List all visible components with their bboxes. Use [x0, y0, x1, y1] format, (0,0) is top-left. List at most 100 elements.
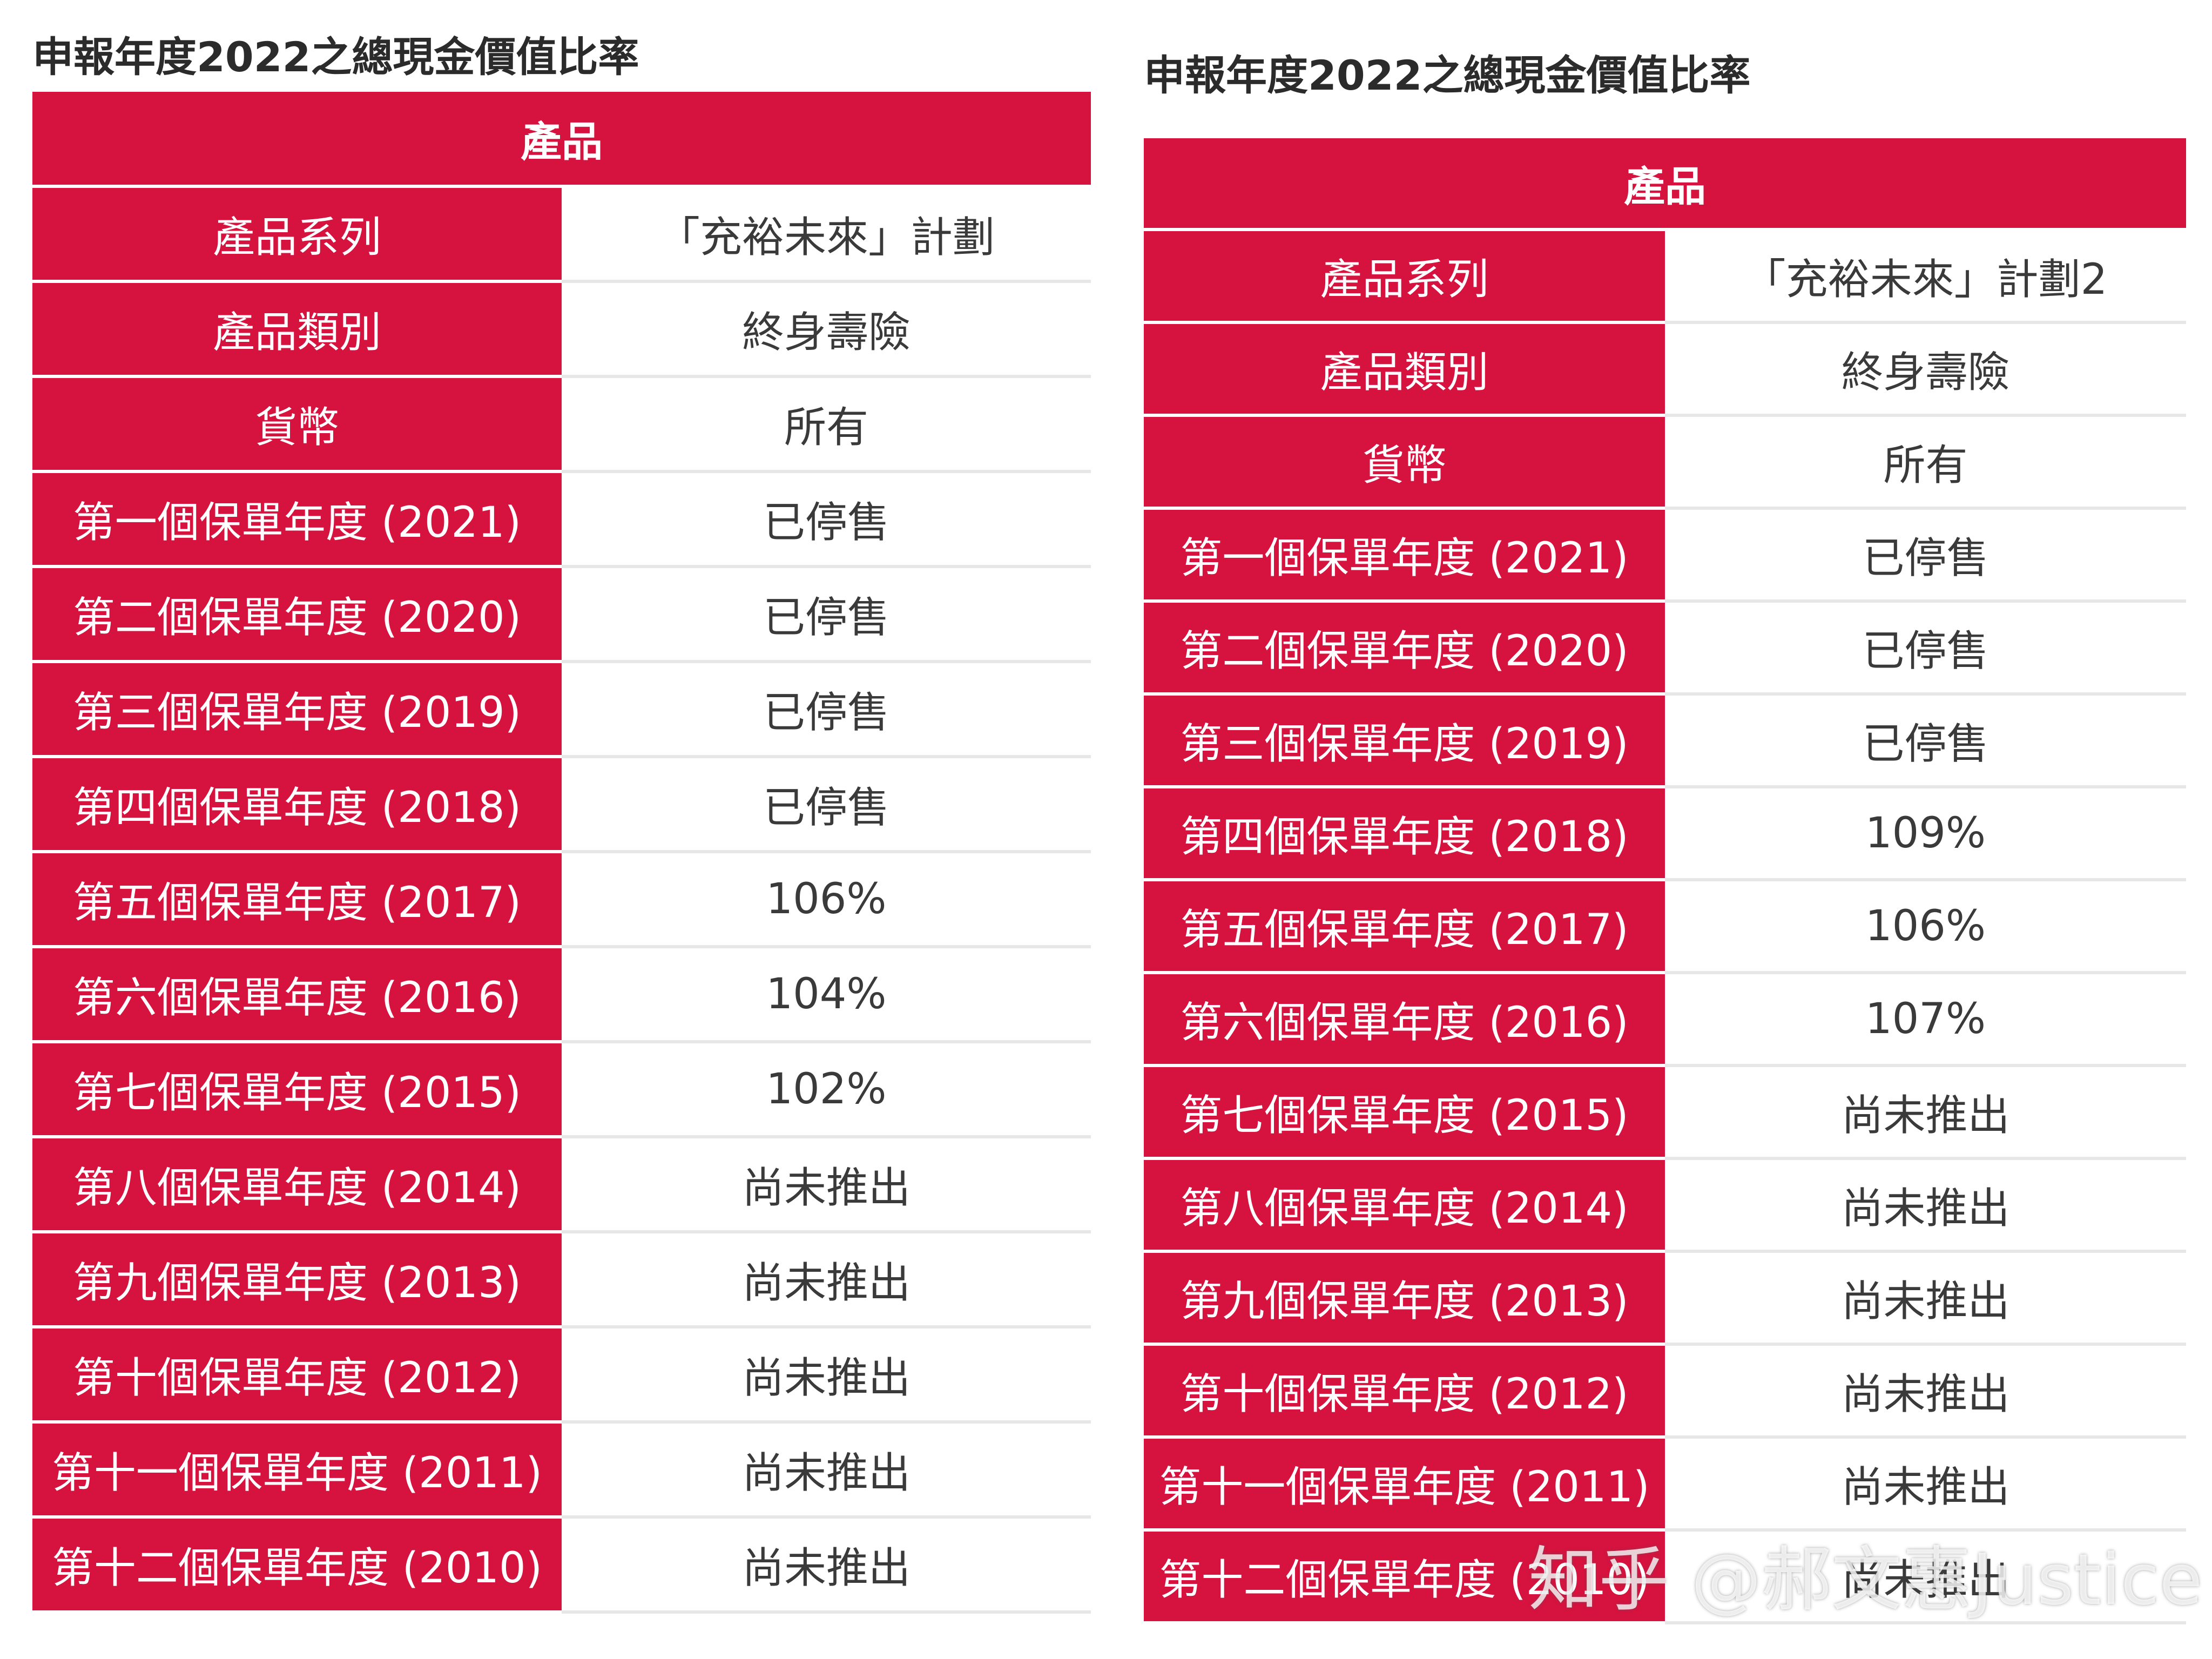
row-label: 第九個保單年度 (2013): [1144, 1251, 1665, 1346]
row-value: 尚未推出: [1665, 1158, 2186, 1253]
table-row: 貨幣 所有: [32, 376, 1091, 473]
row-label: 產品類別: [32, 281, 562, 378]
row-label: 第九個保單年度 (2013): [32, 1232, 562, 1328]
cash-value-ratio-table: 產品 產品系列 「充裕未來」計劃2 產品類別 終身壽險 貨幣 所有 第一個保單年度 (…: [1144, 138, 2186, 1624]
row-label: 第一個保單年度 (2021): [32, 471, 562, 568]
row-label: 第七個保單年度 (2015): [32, 1042, 562, 1138]
row-label: 貨幣: [1144, 415, 1665, 510]
table-row: 第二個保單年度 (2020) 已停售: [32, 567, 1091, 663]
row-label: 第一個保單年度 (2021): [1144, 508, 1665, 603]
table-row: 第九個保單年度 (2013) 尚未推出: [32, 1232, 1091, 1328]
row-value: 尚未推出: [1665, 1437, 2186, 1532]
row-value: 尚未推出: [1665, 1251, 2186, 1346]
row-label: 第三個保單年度 (2019): [1144, 694, 1665, 788]
table-row: 第一個保單年度 (2021) 已停售: [32, 471, 1091, 568]
table-row: 第八個保單年度 (2014) 尚未推出: [1144, 1158, 2186, 1253]
row-value: 已停售: [1665, 694, 2186, 788]
row-value: 107%: [1665, 973, 2186, 1067]
row-label: 第十一個保單年度 (2011): [1144, 1437, 1665, 1532]
table-row: 第一個保單年度 (2021) 已停售: [1144, 508, 2186, 603]
row-label: 第十個保單年度 (2012): [1144, 1344, 1665, 1439]
row-label: 第七個保單年度 (2015): [1144, 1065, 1665, 1160]
row-value: 終身壽險: [1665, 322, 2186, 417]
table-row: 第七個保單年度 (2015) 102%: [32, 1042, 1091, 1138]
row-value: 尚未推出: [562, 1232, 1091, 1328]
row-value: 已停售: [1665, 601, 2186, 696]
row-value: 102%: [562, 1042, 1091, 1138]
row-value: 106%: [1665, 880, 2186, 974]
table-row: 產品系列 「充裕未來」計劃: [32, 186, 1091, 283]
row-label: 第六個保單年度 (2016): [32, 947, 562, 1043]
row-value: 尚未推出: [1665, 1344, 2186, 1439]
ratio-panel-right: 申報年度2022之總現金價值比率 產品 產品系列 「充裕未來」計劃2 產品類別 終身…: [1144, 50, 2186, 1624]
panel-title: 申報年度2022之總現金價值比率: [1144, 51, 1751, 99]
row-value: 所有: [1665, 415, 2186, 510]
row-value: 尚未推出: [562, 1137, 1091, 1233]
ratio-panel-left: 申報年度2022之總現金價值比率 產品 產品系列 「充裕未來」計劃 產品類別 終身壽…: [32, 32, 1091, 1614]
table-row: 第十一個保單年度 (2011) 尚未推出: [32, 1422, 1091, 1519]
table-row: 第七個保單年度 (2015) 尚未推出: [1144, 1065, 2186, 1160]
product-header: 產品: [1144, 138, 2186, 231]
row-label: 第五個保單年度 (2017): [1144, 880, 1665, 974]
table-header-row: 產品: [1144, 138, 2186, 231]
table-row: 第九個保單年度 (2013) 尚未推出: [1144, 1251, 2186, 1346]
row-value: 已停售: [562, 662, 1091, 758]
row-value: 終身壽險: [562, 281, 1091, 378]
row-label: 貨幣: [32, 376, 562, 473]
row-value: 所有: [562, 376, 1091, 473]
row-label: 第五個保單年度 (2017): [32, 852, 562, 948]
row-value: 104%: [562, 947, 1091, 1043]
table-row: 第三個保單年度 (2019) 已停售: [1144, 694, 2186, 788]
row-value: 已停售: [562, 757, 1091, 853]
row-label: 產品系列: [32, 186, 562, 283]
row-label: 第八個保單年度 (2014): [1144, 1158, 1665, 1253]
row-value: 已停售: [562, 567, 1091, 663]
table-row: 第十二個保單年度 (2010) 尚未推出: [32, 1517, 1091, 1614]
row-label: 第四個保單年度 (2018): [1144, 787, 1665, 881]
row-value: 尚未推出: [562, 1517, 1091, 1614]
row-label: 第六個保單年度 (2016): [1144, 973, 1665, 1067]
row-value: 尚未推出: [562, 1327, 1091, 1424]
table-row: 第五個保單年度 (2017) 106%: [32, 852, 1091, 948]
table-row: 第四個保單年度 (2018) 109%: [1144, 787, 2186, 881]
table-row: 第十二個保單年度 (2010) 尚未推出: [1144, 1530, 2186, 1624]
row-value: 106%: [562, 852, 1091, 948]
table-row: 貨幣 所有: [1144, 415, 2186, 510]
row-value: 尚未推出: [562, 1422, 1091, 1519]
row-label: 第三個保單年度 (2019): [32, 662, 562, 758]
table-row: 第十個保單年度 (2012) 尚未推出: [32, 1327, 1091, 1424]
row-label: 第十一個保單年度 (2011): [32, 1422, 562, 1519]
row-label: 產品類別: [1144, 322, 1665, 417]
table-row: 第四個保單年度 (2018) 已停售: [32, 757, 1091, 853]
row-value: 已停售: [562, 471, 1091, 568]
row-value: 尚未推出: [1665, 1530, 2186, 1624]
cash-value-ratio-table: 產品 產品系列 「充裕未來」計劃 產品類別 終身壽險 貨幣 所有 第一個保單年度 (2…: [32, 92, 1091, 1614]
row-label: 產品系列: [1144, 230, 1665, 324]
row-label: 第二個保單年度 (2020): [32, 567, 562, 663]
table-header-row: 產品: [32, 92, 1091, 188]
row-label: 第十二個保單年度 (2010): [1144, 1530, 1665, 1624]
table-row: 產品系列 「充裕未來」計劃2: [1144, 230, 2186, 324]
row-label: 第十二個保單年度 (2010): [32, 1517, 562, 1614]
table-row: 第三個保單年度 (2019) 已停售: [32, 662, 1091, 758]
table-row: 產品類別 終身壽險: [32, 281, 1091, 378]
row-value: 已停售: [1665, 508, 2186, 603]
row-label: 第八個保單年度 (2014): [32, 1137, 562, 1233]
row-label: 第二個保單年度 (2020): [1144, 601, 1665, 696]
row-label: 第十個保單年度 (2012): [32, 1327, 562, 1424]
row-value: 109%: [1665, 787, 2186, 881]
panel-title: 申報年度2022之總現金價值比率: [32, 33, 639, 81]
row-value: 「充裕未來」計劃2: [1665, 230, 2186, 324]
table-row: 第五個保單年度 (2017) 106%: [1144, 880, 2186, 974]
table-row: 產品類別 終身壽險: [1144, 322, 2186, 417]
row-label: 第四個保單年度 (2018): [32, 757, 562, 853]
row-value: 尚未推出: [1665, 1065, 2186, 1160]
table-row: 第十一個保單年度 (2011) 尚未推出: [1144, 1437, 2186, 1532]
table-row: 第二個保單年度 (2020) 已停售: [1144, 601, 2186, 696]
table-row: 第十個保單年度 (2012) 尚未推出: [1144, 1344, 2186, 1439]
table-row: 第六個保單年度 (2016) 107%: [1144, 973, 2186, 1067]
row-value: 「充裕未來」計劃: [562, 186, 1091, 283]
product-header: 產品: [32, 92, 1091, 188]
table-row: 第六個保單年度 (2016) 104%: [32, 947, 1091, 1043]
table-row: 第八個保單年度 (2014) 尚未推出: [32, 1137, 1091, 1233]
